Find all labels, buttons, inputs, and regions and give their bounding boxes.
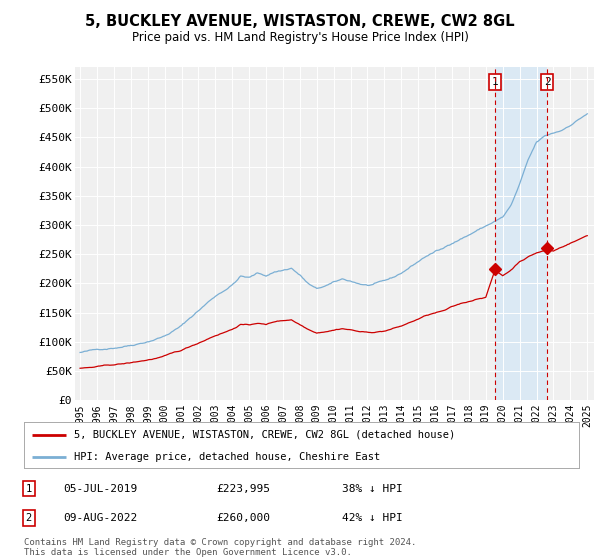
- Text: Price paid vs. HM Land Registry's House Price Index (HPI): Price paid vs. HM Land Registry's House …: [131, 31, 469, 44]
- Text: £223,995: £223,995: [216, 484, 270, 494]
- Text: 09-AUG-2022: 09-AUG-2022: [63, 513, 137, 523]
- Text: 38% ↓ HPI: 38% ↓ HPI: [342, 484, 403, 494]
- Text: HPI: Average price, detached house, Cheshire East: HPI: Average price, detached house, Ches…: [74, 452, 380, 463]
- Text: 42% ↓ HPI: 42% ↓ HPI: [342, 513, 403, 523]
- Text: Contains HM Land Registry data © Crown copyright and database right 2024.
This d: Contains HM Land Registry data © Crown c…: [24, 538, 416, 557]
- Text: 1: 1: [26, 484, 32, 494]
- Text: £260,000: £260,000: [216, 513, 270, 523]
- Text: 1: 1: [491, 77, 499, 87]
- Text: 2: 2: [544, 77, 550, 87]
- Text: 5, BUCKLEY AVENUE, WISTASTON, CREWE, CW2 8GL (detached house): 5, BUCKLEY AVENUE, WISTASTON, CREWE, CW2…: [74, 430, 455, 440]
- Bar: [495, 67, 547, 400]
- Text: 2: 2: [26, 513, 32, 523]
- Text: 05-JUL-2019: 05-JUL-2019: [63, 484, 137, 494]
- Text: 5, BUCKLEY AVENUE, WISTASTON, CREWE, CW2 8GL: 5, BUCKLEY AVENUE, WISTASTON, CREWE, CW2…: [85, 14, 515, 29]
